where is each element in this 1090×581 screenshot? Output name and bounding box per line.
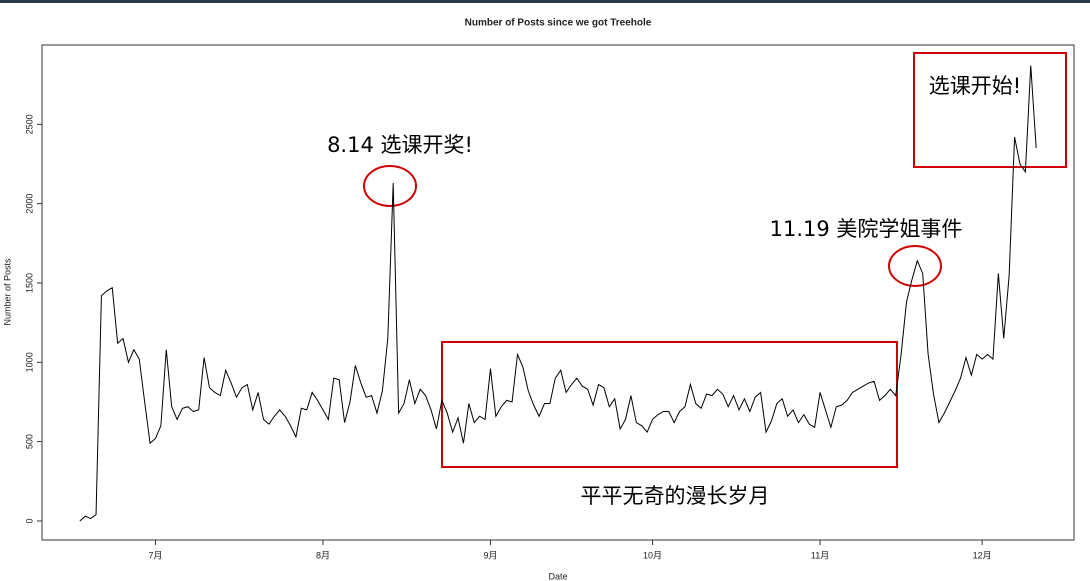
y-tick-label: 2500 [24,114,34,134]
chart-title: Number of Posts since we got Treehole [465,18,652,29]
x-tick-label: 12月 [973,550,992,560]
annotation: 11.19 美院学姐事件 [770,217,963,241]
annotation: 平平无奇的漫长岁月 [581,484,770,508]
plot-box [41,44,1075,541]
y-tick-label: 1500 [24,273,34,293]
y-tick-label: 500 [24,434,34,449]
y-axis-label: Number of Posts [2,258,12,326]
x-axis-label: Date [548,571,567,581]
annotation: 选课开始! [929,74,1021,98]
y-tick-label: 0 [24,518,34,523]
highlight-box [913,52,1067,168]
x-tick-label: 11月 [811,550,829,560]
x-tick-label: 9月 [483,550,497,560]
highlight-box [441,341,898,468]
y-tick-label: 1000 [24,352,34,372]
highlight-circle [363,165,417,207]
x-tick-label: 7月 [148,550,162,560]
data-line [79,65,1037,522]
x-tick-label: 8月 [316,550,330,560]
highlight-circle [888,245,942,287]
annotation: 8.14 选课开奖! [327,133,473,157]
x-tick-label: 10月 [643,550,662,560]
top-bar [0,0,1090,3]
y-tick-label: 2000 [24,194,34,214]
